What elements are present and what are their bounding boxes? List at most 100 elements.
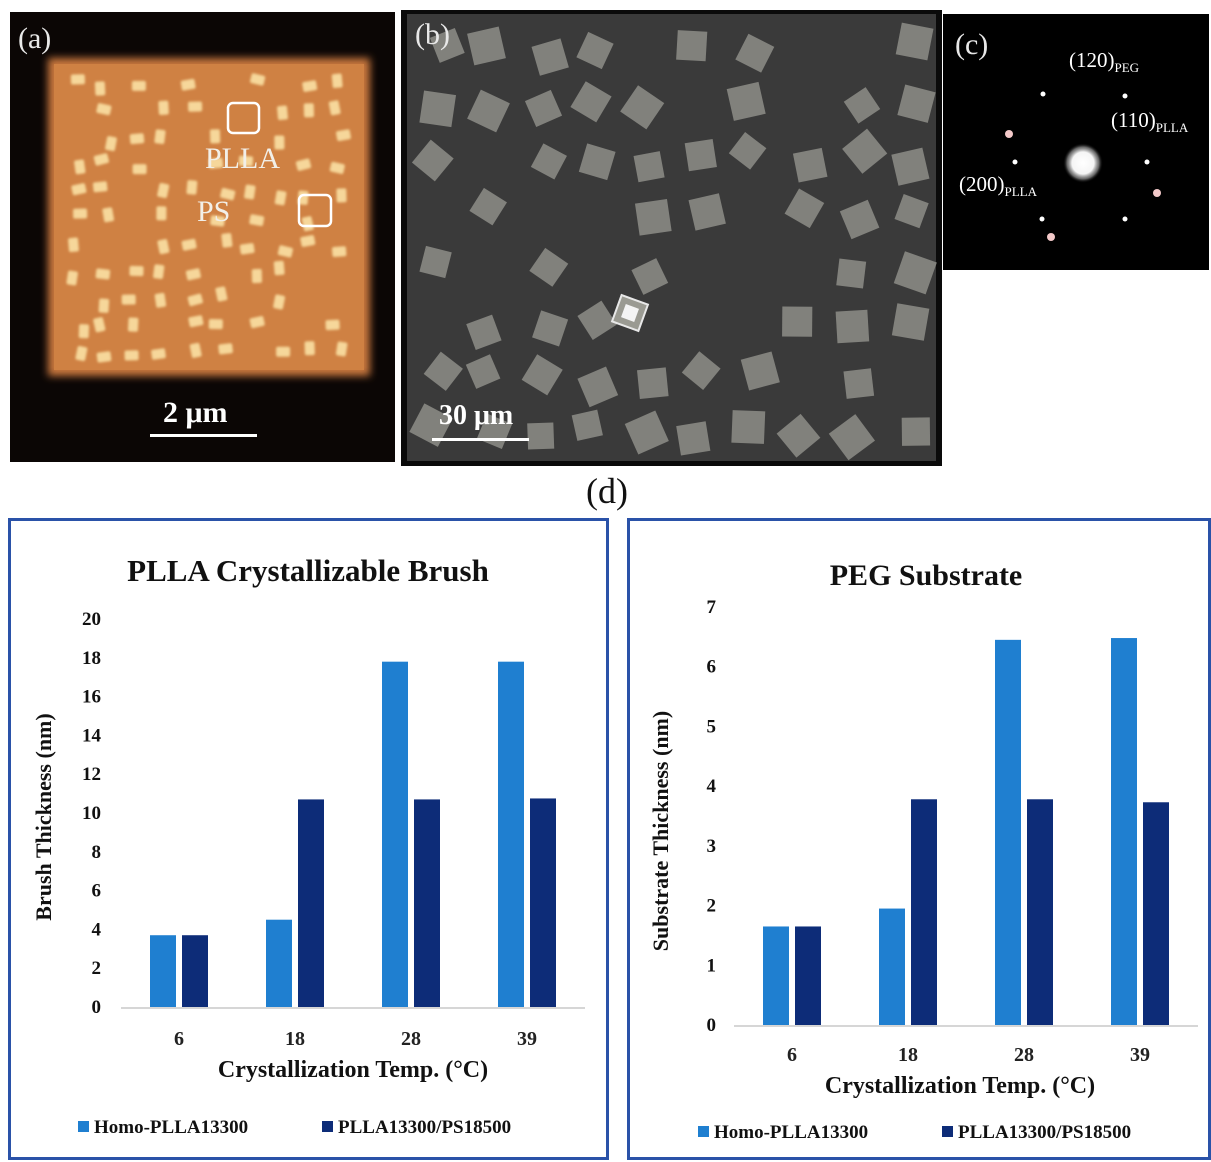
afm-domain (158, 100, 169, 115)
crystal (835, 309, 870, 344)
y-tick-label: 2 (92, 958, 102, 979)
crystal (409, 403, 453, 447)
crystal (792, 147, 828, 183)
afm-image-panel: (a) PLLA PS 2 μm (10, 12, 395, 462)
legend-label-homo: Homo-PLLA13300 (714, 1122, 868, 1143)
afm-domain (325, 319, 340, 331)
chart-title: PLLA Crystallizable Brush (127, 553, 489, 588)
afm-domain (70, 74, 85, 85)
y-tick-label: 6 (92, 881, 102, 902)
crystal (532, 310, 569, 347)
scale-bar-b (432, 438, 529, 441)
afm-domain (186, 180, 198, 195)
scale-bar-a (150, 434, 257, 437)
afm-domain (185, 268, 201, 281)
y-tick-label: 12 (82, 764, 101, 785)
bar-homo-18 (879, 908, 905, 1025)
afm-domain (96, 103, 112, 116)
substrate-thickness-chart-svg: PEG Substrate Substrate Thickness (nm) C… (648, 559, 1198, 1143)
bar-homo-39 (1111, 638, 1137, 1025)
afm-domain (71, 183, 87, 196)
crystal (620, 85, 665, 130)
crystal (571, 409, 603, 441)
ps-annotation: PS (197, 195, 231, 228)
afm-domain (277, 105, 288, 121)
bar-blend-28 (1027, 799, 1053, 1025)
crystal (576, 31, 614, 70)
afm-domain (273, 294, 286, 310)
afm-domain (331, 73, 343, 89)
afm-domain (132, 164, 147, 175)
crystal (782, 306, 813, 337)
spot-label-110-plla: (110)PLLA (1111, 108, 1189, 136)
afm-domain (218, 343, 233, 355)
crystal (531, 38, 569, 76)
afm-domain (335, 341, 348, 357)
afm-domain (151, 348, 166, 360)
crystal (467, 26, 506, 66)
afm-domain (328, 100, 341, 116)
afm-domain (239, 243, 255, 255)
afm-domain (154, 292, 167, 308)
bar-blend-6 (182, 935, 208, 1007)
crystal (631, 258, 669, 295)
crystal (467, 89, 510, 133)
afm-domain (129, 265, 144, 277)
afm-domain (304, 341, 315, 356)
crystal (726, 81, 766, 121)
crystal (578, 143, 616, 181)
crystal (521, 354, 563, 396)
afm-domain (249, 316, 265, 329)
afm-domain (105, 136, 117, 152)
afm-domain (221, 232, 233, 248)
crystal (577, 300, 617, 341)
bar-blend-39 (530, 798, 556, 1007)
diffraction-pattern-panel: (c) (120)PEG (110)PLLA (200)PLLA (943, 14, 1209, 270)
afm-domain (96, 351, 112, 363)
x-tick-label: 6 (174, 1028, 184, 1050)
crystal (419, 90, 457, 128)
crystal (637, 367, 669, 399)
crystal (688, 193, 726, 231)
afm-domain (208, 157, 224, 169)
bar-homo-28 (995, 639, 1021, 1025)
bar-blend-18 (911, 799, 937, 1025)
x-axis-label: Crystallization Temp. (°C) (825, 1073, 1095, 1099)
afm-domain (329, 161, 345, 174)
y-tick-label: 5 (707, 716, 717, 737)
brush-thickness-chart-svg: PLLA Crystallizable Brush Brush Thicknes… (31, 553, 585, 1138)
crystal (891, 303, 930, 341)
y-tick-label: 6 (707, 657, 717, 678)
crystal (740, 351, 780, 391)
y-tick-label: 4 (92, 919, 102, 940)
legend-label-blend: PLLA13300/PS18500 (338, 1117, 511, 1138)
afm-domain (75, 345, 88, 362)
y-axis-label: Brush Thickness (nm) (31, 713, 56, 920)
y-tick-label: 3 (707, 836, 717, 857)
legend-swatch-blend (322, 1121, 333, 1132)
crystal (731, 410, 766, 444)
crystal (901, 417, 931, 446)
crystal (527, 422, 555, 450)
legend-label-homo: Homo-PLLA13300 (94, 1117, 248, 1138)
crystal (419, 245, 452, 279)
crystal (776, 413, 821, 458)
spot-label-200-plla: (200)PLLA (959, 172, 1037, 200)
crystal (466, 314, 502, 350)
afm-domain (98, 298, 110, 313)
y-tick-label: 0 (92, 997, 102, 1018)
crystal (465, 354, 501, 389)
crystal (894, 193, 929, 229)
crystal (895, 22, 934, 61)
crystal (728, 132, 767, 170)
y-tick-label: 2 (707, 896, 717, 917)
bar-blend-6 (795, 926, 821, 1025)
crystal (633, 151, 665, 183)
y-tick-label: 0 (707, 1015, 717, 1036)
crystal (429, 27, 465, 63)
y-tick-label: 18 (82, 648, 101, 669)
y-tick-label: 20 (82, 609, 101, 630)
optical-image (407, 14, 937, 461)
afm-domain (274, 190, 287, 206)
crystal (684, 138, 717, 172)
